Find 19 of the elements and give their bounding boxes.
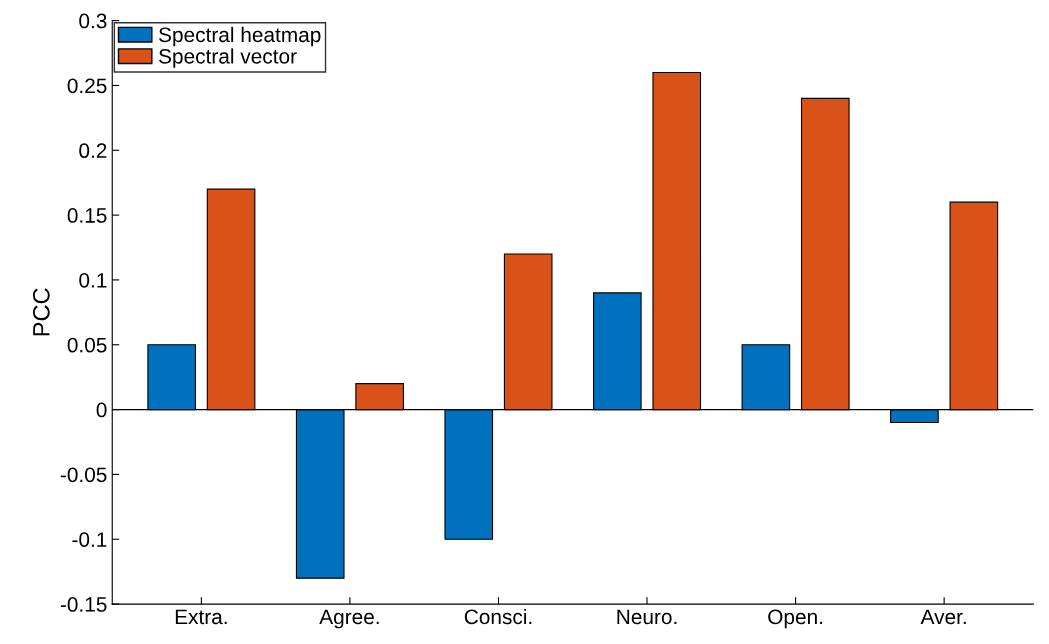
y-tick-label: 0.25 [67, 78, 107, 94]
y-tick-label: 0.2 [79, 143, 107, 159]
x-tick-label: Agree. [319, 609, 379, 629]
y-tick-label: -0.05 [60, 467, 107, 483]
legend-label: Spectral heatmap [159, 26, 321, 47]
x-tick-label: Consci. [464, 608, 532, 625]
y-tick-label: 0.3 [79, 13, 107, 29]
x-tick-label: Extra. [175, 609, 227, 625]
y-tick-label: -0.15 [60, 597, 107, 612]
x-tick-label: Aver. [920, 609, 966, 625]
x-tick-label: Neuro. [617, 609, 677, 625]
y-tick-label: 0.05 [67, 337, 107, 353]
x-tick-label: Open. [768, 609, 823, 629]
y-tick-label: 0.1 [79, 272, 107, 288]
y-tick-label: 0 [96, 402, 107, 418]
y-tick-label: 0.15 [67, 208, 107, 223]
legend-label: Spectral vector [159, 48, 297, 68]
y-tick-label: -0.1 [72, 532, 107, 547]
y-axis-title: PCC [32, 288, 50, 336]
